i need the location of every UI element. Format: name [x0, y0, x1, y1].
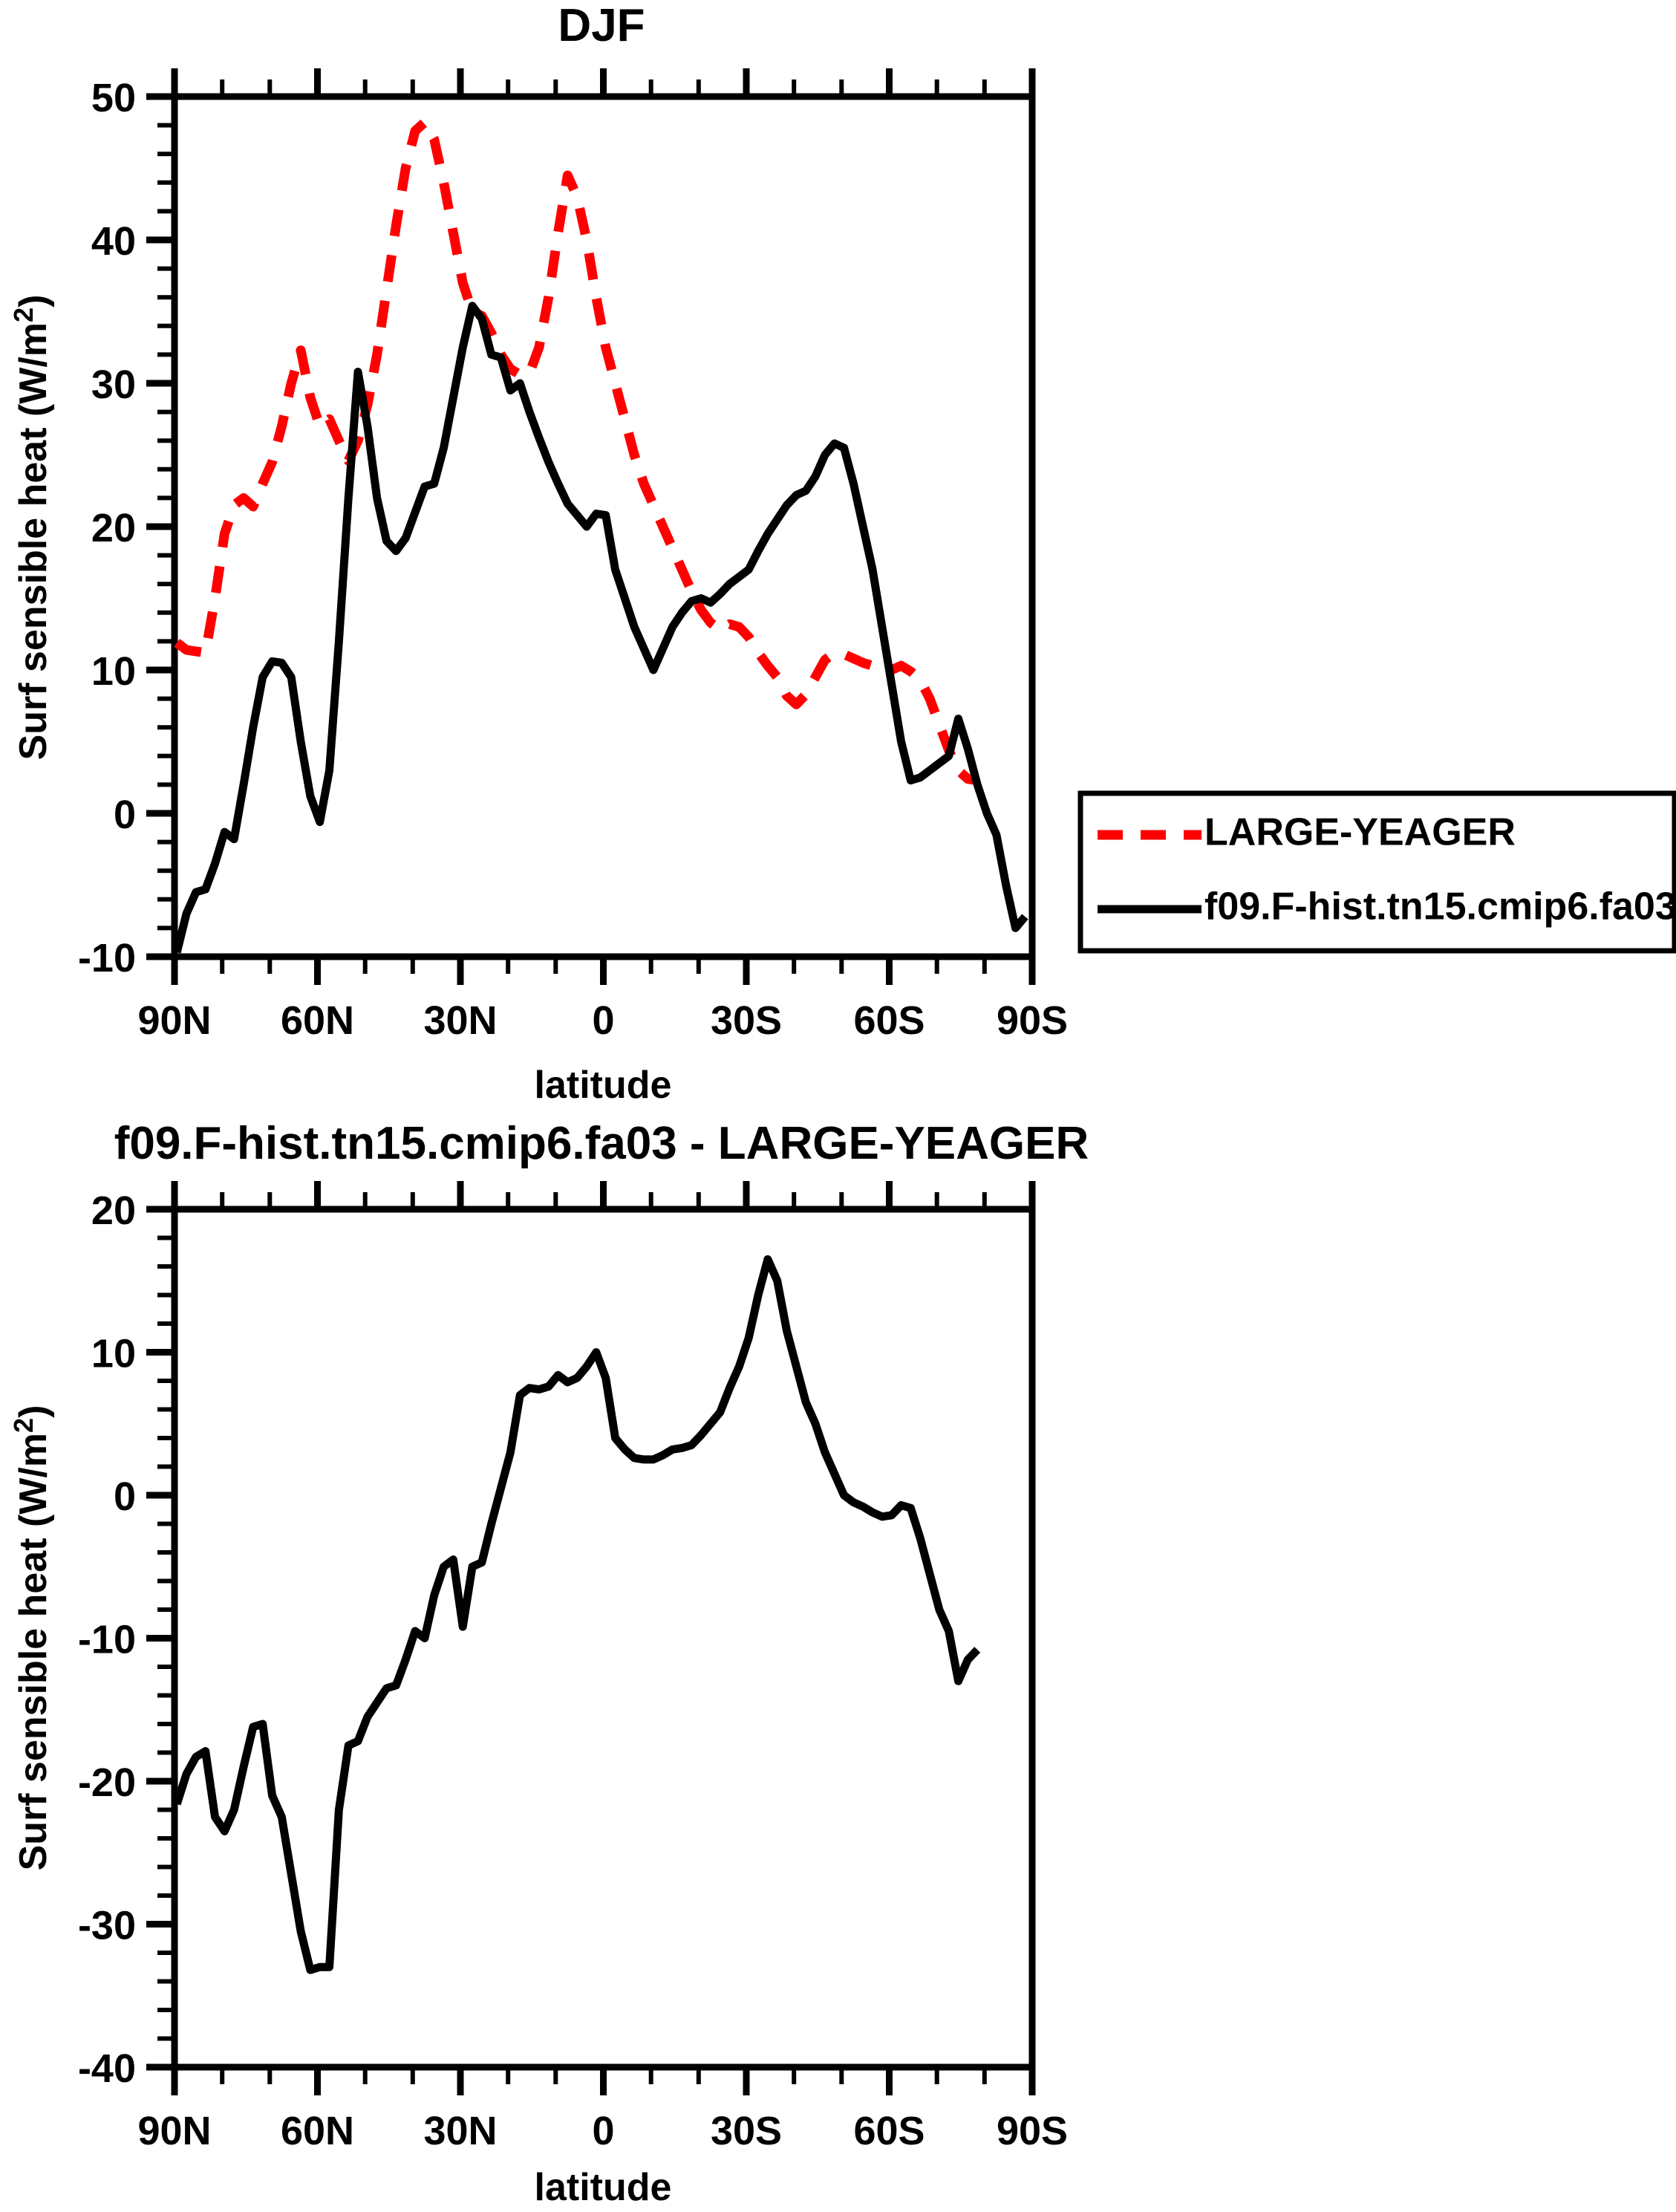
top-panel-xlabel: latitude: [535, 1064, 672, 1107]
top-ytick-40: 40: [91, 219, 136, 264]
bottom-xtick-60S: 60S: [853, 2109, 925, 2153]
series-difference-line: [172, 1255, 981, 1974]
bottom-panel-series-group: [172, 1255, 981, 1974]
bottom-ytick-20: 20: [91, 1188, 136, 1233]
top-y-major-ticks: [146, 93, 175, 960]
top-ytick-10: 10: [91, 649, 136, 694]
top-panel-title: DJF: [558, 0, 645, 51]
top-panel-ylabel: Surf sensible heat (W/m2): [8, 295, 55, 761]
top-xtick-90S: 90S: [997, 998, 1068, 1043]
bottom-xtick-30S: 30S: [711, 2109, 782, 2153]
bottom-ytick-m20: -20: [78, 1760, 136, 1805]
top-ytick-0: 0: [114, 793, 136, 837]
legend-frame: [1077, 790, 1676, 954]
top-panel-series-group: [172, 117, 1028, 954]
legend-label-f09-model: f09.F-hist.tn15.cmip6.fa03: [1204, 885, 1676, 928]
top-xtick-90N: 90N: [137, 998, 211, 1043]
top-ytick-m10: -10: [78, 936, 136, 980]
bottom-y-minor-ticks: [157, 1235, 175, 2041]
top-y-tick-labels: 50 40 30 20 10 0 -10: [78, 76, 136, 980]
bottom-panel-title: f09.F-hist.tn15.cmip6.fa03 - LARGE-YEAGE…: [114, 1118, 1089, 1169]
top-panel: DJF Surf sensible heat (W/m2): [8, 0, 1068, 1107]
top-x-minor-ticks: [220, 79, 987, 974]
top-ytick-20: 20: [91, 506, 136, 550]
bottom-panel-xlabel: latitude: [535, 2166, 672, 2209]
top-xtick-30N: 30N: [423, 998, 497, 1043]
bottom-xtick-90S: 90S: [997, 2109, 1068, 2153]
bottom-ytick-m40: -40: [78, 2046, 136, 2091]
svg-text:Surf sensible heat (W/m2): Surf sensible heat (W/m2): [8, 1405, 55, 1871]
legend-box[interactable]: LARGE-YEAGER f09.F-hist.tn15.cmip6.fa03: [1077, 790, 1676, 954]
top-x-major-ticks: [171, 68, 1036, 985]
bottom-x-tick-labels: 90N 60N 30N 0 30S 60S 90S: [137, 2109, 1068, 2153]
svg-text:Surf sensible heat (W/m2): Surf sensible heat (W/m2): [8, 295, 55, 761]
series-large-yeager-line: [174, 117, 979, 786]
bottom-y-tick-labels: 20 10 0 -10 -20 -30 -40: [78, 1188, 136, 2091]
bottom-ylabel-main: Surf sensible heat (W/m: [12, 1433, 55, 1870]
top-plot-frame: [171, 93, 1036, 960]
bottom-panel-ylabel: Surf sensible heat (W/m2): [8, 1405, 55, 1871]
bottom-xtick-0: 0: [592, 2109, 614, 2153]
legend-label-large-yeager: LARGE-YEAGER: [1204, 811, 1516, 854]
top-ylabel-close: ): [12, 295, 55, 308]
series-f09-model-line: [172, 302, 1028, 954]
top-ylabel-sup: 2: [8, 308, 39, 322]
bottom-ytick-0: 0: [114, 1474, 136, 1519]
top-x-tick-labels: 90N 60N 30N 0 30S 60S 90S: [137, 998, 1068, 1043]
top-xtick-0: 0: [592, 998, 614, 1043]
top-xtick-60S: 60S: [853, 998, 925, 1043]
top-xtick-30S: 30S: [711, 998, 782, 1043]
bottom-y-major-ticks: [146, 1206, 175, 2071]
bottom-ytick-m10: -10: [78, 1618, 136, 1662]
top-xtick-60N: 60N: [281, 998, 354, 1043]
bottom-xtick-60N: 60N: [281, 2109, 354, 2153]
bottom-panel: f09.F-hist.tn15.cmip6.fa03 - LARGE-YEAGE…: [8, 1118, 1089, 2209]
bottom-xtick-90N: 90N: [137, 2109, 211, 2153]
bottom-x-minor-ticks: [220, 1192, 987, 2084]
top-ytick-50: 50: [91, 76, 136, 120]
bottom-xtick-30N: 30N: [423, 2109, 497, 2153]
bottom-x-major-ticks: [171, 1181, 1036, 2095]
top-ylabel-main: Surf sensible heat (W/m: [12, 322, 55, 760]
bottom-ytick-m30: -30: [78, 1904, 136, 1948]
bottom-ytick-10: 10: [91, 1332, 136, 1376]
bottom-ylabel-close: ): [12, 1405, 55, 1418]
top-ytick-30: 30: [91, 362, 136, 407]
top-y-minor-ticks: [157, 123, 175, 931]
bottom-ylabel-sup: 2: [8, 1418, 39, 1433]
